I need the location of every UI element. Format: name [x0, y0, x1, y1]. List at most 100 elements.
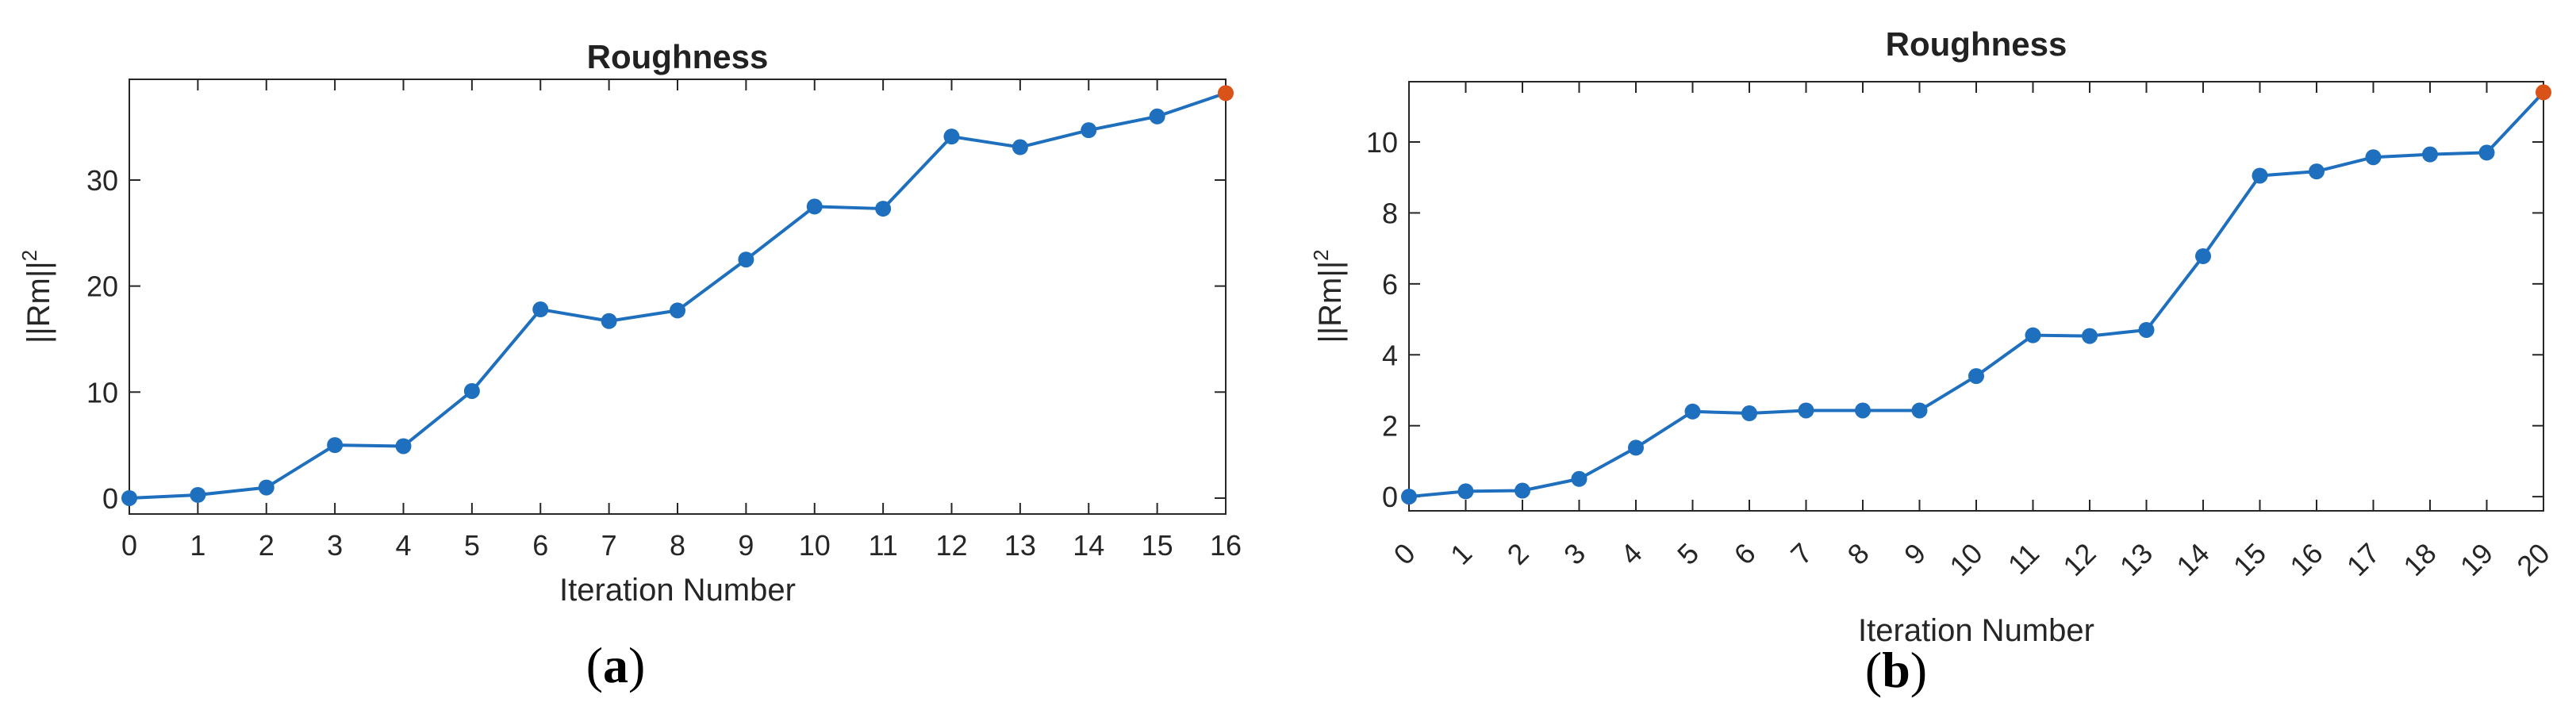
chart-a-ytick-label: 30 — [86, 164, 118, 197]
chart-b-data-point — [1571, 470, 1587, 487]
chart-b-xtick-label: 12 — [2056, 537, 2102, 582]
chart-b-ytick-label: 2 — [1382, 410, 1398, 443]
chart-a-xtick-label: 14 — [1073, 529, 1104, 562]
chart-b-xtick-label: 13 — [2113, 537, 2159, 582]
chart-b-data-point — [2478, 144, 2495, 161]
chart-b-axes-box — [1408, 81, 2544, 512]
chart-a-xtick-label: 7 — [601, 529, 617, 562]
chart-b-xtick-label: 9 — [1898, 537, 1932, 571]
chart-b-data-point — [2252, 167, 2268, 184]
chart-b-panel-label: (b) — [1865, 642, 1927, 698]
chart-b-xtick-label: 20 — [2510, 537, 2555, 582]
chart-a-data-point — [1081, 122, 1097, 139]
chart-b-data-point — [1628, 439, 1644, 456]
chart-b-data-point — [1911, 402, 1928, 419]
chart-b-data-point — [1968, 368, 1984, 385]
chart-b-xtick-label: 14 — [2170, 537, 2215, 582]
chart-a-panel-close: ) — [628, 637, 645, 693]
chart-b-title: Roughness — [1886, 25, 2067, 63]
chart-a-data-point — [738, 251, 754, 268]
chart-a-data-point — [190, 486, 206, 503]
chart-b-data-point — [2309, 163, 2325, 180]
chart-b-xtick-label: 3 — [1557, 537, 1591, 571]
chart-b-panel-open: ( — [1865, 642, 1882, 698]
chart-b-ytick-label: 10 — [1366, 126, 1398, 159]
chart-a-xtick-label: 12 — [935, 529, 967, 562]
chart-a-data-point — [463, 382, 480, 399]
chart-a-data-point — [258, 479, 274, 496]
chart-a-xlabel: Iteration Number — [559, 573, 796, 608]
chart-b-xtick-label: 4 — [1614, 537, 1649, 571]
chart-b-xlabel: Iteration Number — [1858, 613, 2094, 648]
chart-a-data-point — [943, 129, 960, 145]
chart-a-xtick-label: 6 — [532, 529, 548, 562]
chart-a-xtick-label: 13 — [1004, 529, 1036, 562]
chart-a-xtick-label: 3 — [327, 529, 343, 562]
chart-a-data-point — [875, 201, 892, 217]
chart-b-xtick-label: 0 — [1388, 537, 1422, 571]
chart-a-xtick-label: 9 — [738, 529, 754, 562]
chart-b-data-point — [2138, 321, 2155, 338]
chart-b-xtick-label: 17 — [2340, 537, 2386, 582]
chart-b-data-point — [2195, 247, 2211, 264]
chart-b-panel-close: ) — [1910, 642, 1927, 698]
chart-a-data-point — [532, 301, 549, 318]
chart-b-xtick-label: 5 — [1671, 537, 1705, 571]
chart-b-data-point — [1741, 405, 1757, 422]
chart-a-xtick-label: 16 — [1210, 529, 1242, 562]
chart-b-ytick-label: 4 — [1382, 339, 1398, 371]
chart-a-panel-label: (a) — [586, 637, 646, 693]
chart-a-final-point — [1218, 85, 1234, 102]
chart-b-xtick-label: 19 — [2454, 537, 2499, 582]
chart-a-xtick-label: 8 — [670, 529, 685, 562]
chart-b-ytick-label: 0 — [1382, 481, 1398, 513]
chart-b-data-point — [1457, 483, 1474, 500]
chart-a-data-point — [327, 437, 344, 454]
chart-b-data-point — [2025, 327, 2041, 343]
chart-b-data-point — [2365, 149, 2382, 166]
chart-a-title: Roughness — [587, 38, 769, 75]
chart-b-xtick-label: 1 — [1444, 537, 1478, 571]
chart-b-final-point — [2536, 84, 2551, 101]
chart-a-xtick-label: 15 — [1142, 529, 1173, 562]
chart-a-xtick-label: 10 — [799, 529, 831, 562]
chart-a-data-point — [395, 438, 412, 455]
chart-b-data-point — [2422, 146, 2438, 163]
chart-b-data-point — [2082, 328, 2098, 344]
chart-a-axes-box — [129, 79, 1227, 515]
chart-a-ylabel-main: ||Rm|| — [21, 261, 56, 343]
chart-b-panel-letter: b — [1882, 642, 1910, 698]
chart-a-xtick-label: 0 — [121, 529, 137, 562]
chart-a-ylabel-sup: 2 — [17, 250, 41, 261]
chart-b-data-point — [1798, 402, 1814, 419]
chart-a-data-point — [601, 313, 617, 329]
chart-a-panel-letter: a — [603, 637, 628, 693]
chart-a-xtick-label: 11 — [868, 529, 897, 562]
chart-a-ytick-label: 20 — [86, 270, 118, 303]
chart-b-data-point — [1855, 402, 1871, 419]
chart-b-xtick-label: 10 — [1943, 537, 1988, 582]
chart-a-data-point — [806, 198, 823, 215]
chart-b-xtick-label: 7 — [1784, 537, 1818, 571]
chart-b-xtick-label: 8 — [1841, 537, 1875, 571]
chart-b-data-point — [1401, 489, 1417, 505]
chart-a-ylabel: ||Rm||2 — [17, 250, 56, 343]
chart-a-data-point — [670, 302, 685, 319]
chart-b-xtick-label: 18 — [2397, 537, 2442, 582]
chart-b-xtick-label: 2 — [1501, 537, 1535, 571]
chart-a-panel-open: ( — [586, 637, 603, 693]
chart-b-xtick-label: 16 — [2283, 537, 2328, 582]
chart-b-data-point — [1515, 482, 1530, 499]
chart-b-xtick-label: 15 — [2227, 537, 2272, 582]
chart-a-ytick-label: 0 — [102, 482, 118, 515]
chart-b-data-point — [1684, 403, 1701, 420]
chart-a-series-line — [129, 91, 1227, 500]
chart-a-xtick-label: 5 — [464, 529, 480, 562]
chart-a-data-point — [1012, 139, 1028, 155]
chart-b-ylabel-main: ||Rm|| — [1313, 261, 1348, 343]
chart-b-ytick-label: 6 — [1382, 268, 1398, 301]
chart-b-ytick-label: 8 — [1382, 197, 1398, 229]
